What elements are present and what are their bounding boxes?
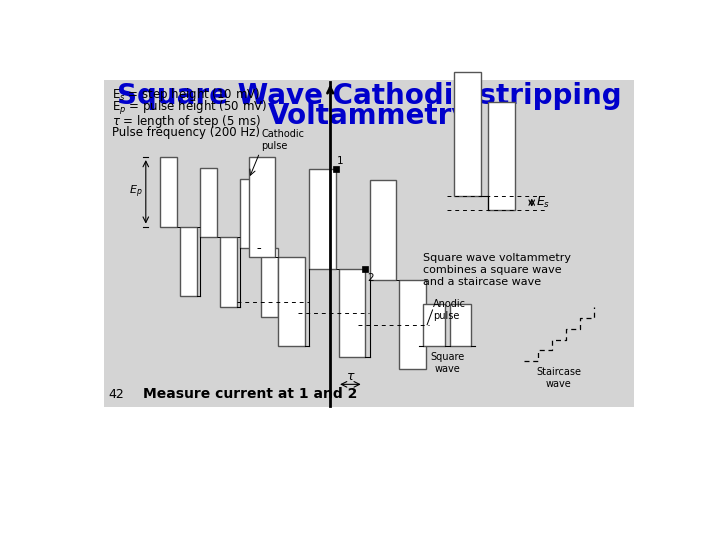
Bar	[279, 257, 305, 346]
Bar	[310, 168, 336, 269]
Bar	[104, 80, 634, 408]
Text: 2: 2	[367, 273, 374, 283]
Bar	[240, 179, 258, 248]
Text: E$_s$ = step height (10 mV): E$_s$ = step height (10 mV)	[112, 86, 260, 103]
Bar	[449, 303, 472, 346]
Bar	[488, 102, 515, 210]
Text: 42: 42	[109, 388, 125, 401]
Text: Cathodic
pulse: Cathodic pulse	[261, 130, 305, 151]
Bar	[160, 157, 177, 226]
Bar	[339, 269, 365, 357]
Text: $E_s$: $E_s$	[536, 195, 550, 210]
Text: Staircase
wave: Staircase wave	[536, 367, 581, 389]
Text: $\tau$: $\tau$	[346, 370, 355, 383]
Text: E$_p$ = pulse height (50 mV): E$_p$ = pulse height (50 mV)	[112, 99, 267, 117]
Text: Measure current at 1 and 2: Measure current at 1 and 2	[143, 387, 357, 401]
Text: Square wave voltammetry
combines a square wave
and a staircase wave: Square wave voltammetry combines a squar…	[423, 253, 571, 287]
Bar	[200, 168, 217, 237]
Bar	[180, 226, 197, 296]
Text: Voltammetry: Voltammetry	[268, 102, 470, 130]
Bar	[423, 303, 445, 346]
Bar	[370, 180, 396, 280]
Bar	[362, 266, 368, 272]
Bar	[249, 157, 275, 257]
Text: $\tau$ = length of step (5 ms): $\tau$ = length of step (5 ms)	[112, 112, 261, 130]
Text: Square Wave Cathodic stripping: Square Wave Cathodic stripping	[117, 82, 621, 110]
Bar	[333, 166, 339, 172]
Text: 1: 1	[337, 157, 344, 166]
Text: Anodic
pulse: Anodic pulse	[433, 299, 467, 321]
Bar	[220, 237, 238, 307]
Text: $E_p$: $E_p$	[129, 184, 143, 200]
Text: Pulse frequency (200 Hz): Pulse frequency (200 Hz)	[112, 126, 260, 139]
Bar	[261, 248, 277, 318]
Bar	[454, 72, 481, 195]
Bar	[399, 280, 426, 369]
Text: Square
wave: Square wave	[430, 352, 464, 374]
